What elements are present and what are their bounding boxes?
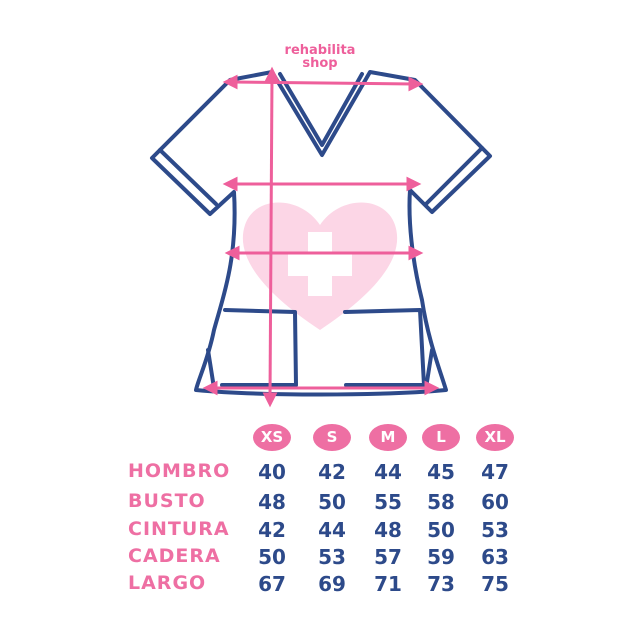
table-cell: 53 [318,545,346,569]
size-header-xl: XL [476,424,514,451]
table-cell: 40 [258,460,286,484]
table-cell: 50 [427,518,455,542]
measure-arrows [202,66,440,408]
size-header-s: S [313,424,351,451]
table-cell: 45 [427,460,455,484]
row-label: CINTURA [128,518,230,540]
row-label: LARGO [128,572,207,594]
table-cell: 58 [427,490,455,514]
brand-line2: shop [302,56,338,71]
plus-icon [288,232,352,296]
table-cell: 57 [374,545,402,569]
table-cell: 53 [481,518,509,542]
row-label: BUSTO [128,490,206,512]
table-cell: 63 [481,545,509,569]
table-cell: 55 [374,490,402,514]
table-cell: 48 [374,518,402,542]
table-cell: 59 [427,545,455,569]
table-cell: 69 [318,572,346,596]
table-cell: 50 [258,545,286,569]
table-cell: 44 [318,518,346,542]
table-cell: 42 [318,460,346,484]
shirt-outline [150,70,492,397]
table-cell: 71 [374,572,402,596]
brand-logo: rehabilita shop [270,44,370,70]
size-header-xs: XS [253,424,291,451]
row-label: HOMBRO [128,460,231,482]
table-cell: 44 [374,460,402,484]
table-cell: 60 [481,490,509,514]
table-cell: 48 [258,490,286,514]
size-header-l: L [422,424,460,451]
table-cell: 73 [427,572,455,596]
table-cell: 50 [318,490,346,514]
table-cell: 42 [258,518,286,542]
table-cell: 75 [481,572,509,596]
size-header-m: M [369,424,407,451]
row-label: CADERA [128,545,221,567]
table-cell: 47 [481,460,509,484]
brand-line1: rehabilita [284,43,356,58]
table-cell: 67 [258,572,286,596]
